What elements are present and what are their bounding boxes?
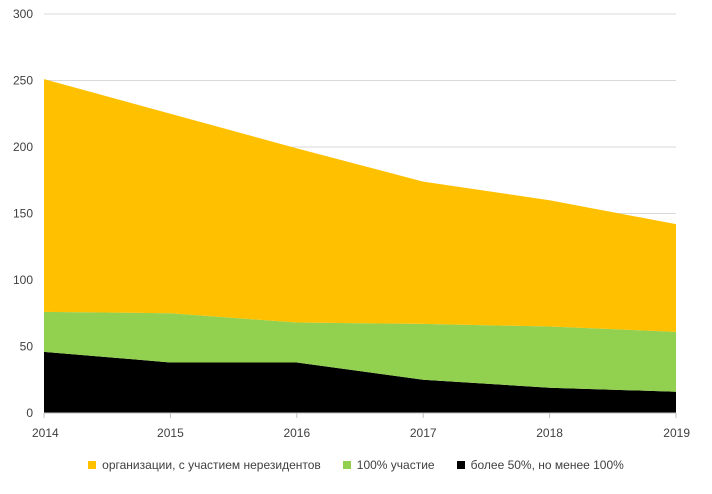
y-axis-tick-labels: 0 50 100 150 200 250 300 <box>13 7 33 420</box>
axes <box>43 412 677 418</box>
x-tick-label: 2018 <box>536 426 563 440</box>
legend-item: организации, с участием нерезидентов <box>88 458 321 472</box>
y-tick-label: 100 <box>13 273 33 287</box>
series-areas <box>44 79 676 413</box>
legend-swatch <box>88 461 97 469</box>
series-area-3 <box>44 79 676 332</box>
y-tick-label: 150 <box>13 207 33 221</box>
y-tick-label: 0 <box>26 406 33 420</box>
legend: организации, с участием нерезидентов 100%… <box>0 458 712 472</box>
legend-label: организации, с участием нерезидентов <box>102 458 321 472</box>
x-axis-tick-labels: 2014 2015 2016 2017 2018 2019 <box>32 426 690 440</box>
legend-label: более 50%, но менее 100% <box>470 458 624 472</box>
legend-swatch <box>456 461 465 469</box>
y-tick-label: 200 <box>13 140 33 154</box>
series-area-1 <box>44 351 676 413</box>
x-tick-label: 2016 <box>283 426 310 440</box>
x-tick-label: 2015 <box>157 426 184 440</box>
legend-item: 100% участие <box>342 458 435 472</box>
legend-item: более 50%, но менее 100% <box>456 458 624 472</box>
series-area-2 <box>44 311 676 392</box>
x-tick-label: 2014 <box>32 426 59 440</box>
x-tick-label: 2017 <box>410 426 437 440</box>
legend-label: 100% участие <box>356 458 435 472</box>
x-tick-label: 2019 <box>663 426 690 440</box>
y-tick-label: 250 <box>13 74 33 88</box>
y-tick-label: 300 <box>13 7 33 21</box>
legend-swatch <box>342 461 351 469</box>
y-tick-label: 50 <box>20 340 34 354</box>
